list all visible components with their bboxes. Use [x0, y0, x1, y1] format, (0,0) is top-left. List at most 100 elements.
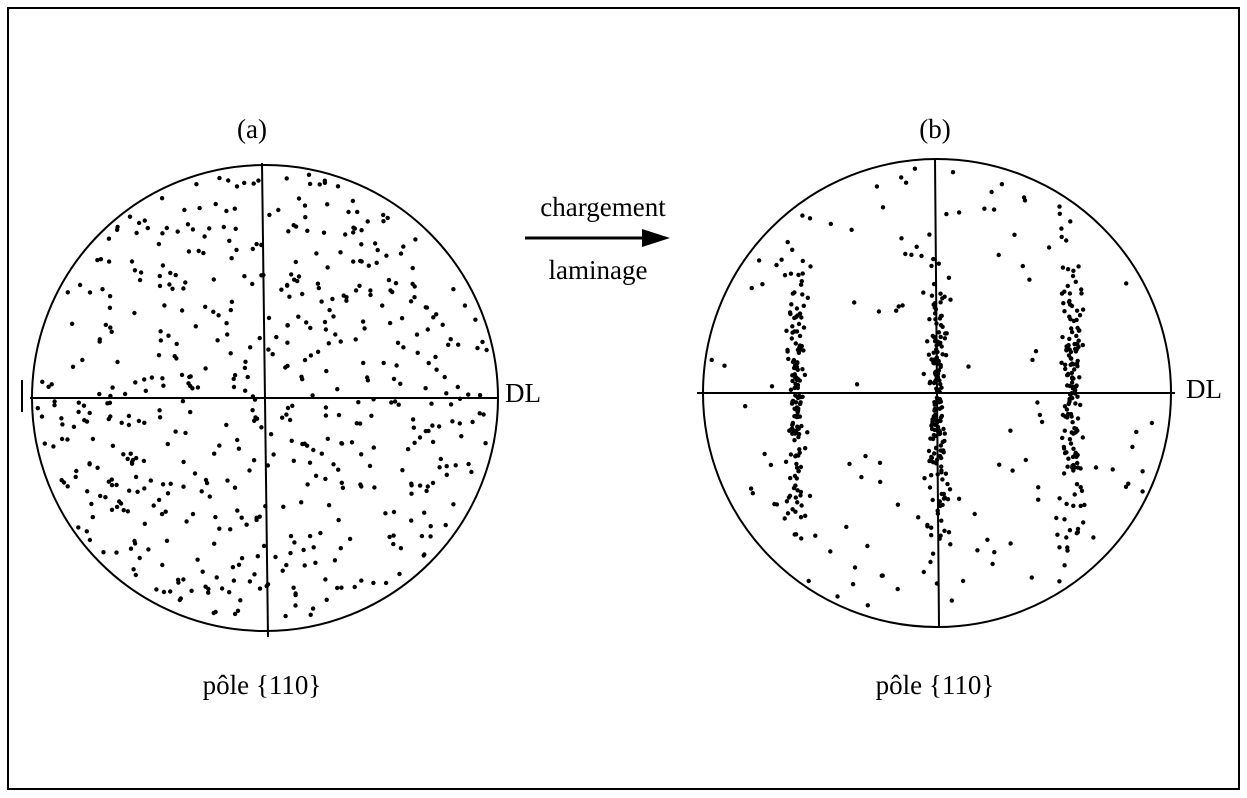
- pole-dot: [235, 437, 240, 443]
- pole-dot: [1080, 307, 1086, 312]
- pole-dot: [1074, 317, 1079, 323]
- pole-dot: [807, 216, 813, 221]
- pole-dot: [310, 606, 316, 611]
- pole-dot: [302, 563, 307, 568]
- pole-dot: [204, 480, 210, 486]
- pole-dot: [413, 237, 418, 242]
- pole-dot: [799, 503, 804, 508]
- pole-dot: [803, 446, 808, 451]
- pole-dot: [1062, 309, 1067, 314]
- axis-v-a: [261, 162, 269, 638]
- pole-dot: [1074, 482, 1080, 487]
- pole-dot: [1066, 353, 1072, 358]
- pole-dot: [1074, 308, 1080, 313]
- pole-dot: [159, 511, 165, 517]
- pole-dot: [228, 307, 233, 313]
- pole-dot: [119, 420, 124, 425]
- pole-dot: [996, 252, 1001, 258]
- pole-dot: [243, 359, 248, 364]
- pole-dot: [130, 457, 136, 463]
- pole-dot: [1065, 267, 1071, 272]
- pole-dot: [798, 464, 804, 470]
- pole-dot: [49, 382, 54, 387]
- pole-dot: [926, 448, 932, 454]
- pole-dot: [126, 413, 132, 419]
- pole-dot: [167, 282, 172, 287]
- pole-dot: [359, 259, 364, 264]
- pole-dot: [849, 227, 854, 232]
- pole-dot: [392, 399, 398, 404]
- pole-dot: [481, 412, 486, 417]
- pole-dot: [880, 205, 886, 210]
- pole-dot: [462, 303, 468, 308]
- pole-dot: [251, 181, 256, 186]
- pole-dot: [943, 331, 948, 336]
- pole-dot: [232, 206, 237, 211]
- pole-dot: [226, 178, 231, 183]
- pole-dot: [383, 580, 389, 586]
- pole-dot: [931, 414, 936, 419]
- pole-dot: [788, 311, 793, 317]
- pole-dot: [361, 360, 366, 366]
- pole-dot: [457, 421, 462, 426]
- pole-dot: [1067, 314, 1072, 319]
- pole-dot: [929, 533, 934, 538]
- pole-dot: [173, 272, 178, 278]
- pole-dot: [107, 305, 113, 310]
- pole-dot: [939, 385, 944, 390]
- pole-dot: [110, 385, 115, 390]
- pole-dot: [796, 272, 801, 278]
- pole-dot: [899, 175, 904, 180]
- pole-dot: [87, 410, 92, 416]
- pole-dot: [59, 436, 65, 442]
- pole-dot: [325, 436, 330, 441]
- pole-dot: [437, 465, 442, 470]
- pole-dot: [1075, 452, 1080, 458]
- pole-dot: [791, 357, 797, 363]
- pole-dot: [231, 384, 237, 390]
- pole-dot: [448, 402, 454, 407]
- pole-dot: [1072, 346, 1078, 352]
- pole-dot: [121, 508, 126, 513]
- pole-dot: [430, 439, 436, 445]
- pole-dot: [1067, 298, 1072, 304]
- pole-dot: [863, 453, 868, 459]
- pole-dot: [401, 244, 406, 249]
- pole-dot: [793, 400, 799, 405]
- pole-dot: [912, 166, 918, 171]
- pole-dot: [128, 451, 133, 456]
- pole-dot: [227, 238, 232, 243]
- pole-dot: [157, 408, 162, 413]
- pole-dot: [760, 282, 765, 287]
- pole-dot: [795, 360, 800, 366]
- pole-dot: [927, 485, 933, 490]
- pole-dot: [1075, 364, 1080, 369]
- pole-dot: [109, 507, 115, 512]
- pole-dot: [368, 292, 373, 298]
- pole-dot: [323, 476, 328, 482]
- pole-dot: [136, 220, 142, 226]
- pole-dot: [1061, 471, 1067, 476]
- pole-dot: [785, 511, 791, 516]
- pole-dot: [366, 263, 371, 268]
- pole-dot: [225, 332, 230, 337]
- pole-dot: [344, 298, 349, 303]
- pole-dot: [181, 286, 186, 291]
- pole-dot: [799, 536, 804, 541]
- pole-dot: [158, 338, 163, 343]
- pole-dot: [790, 507, 795, 512]
- pole-dot: [352, 584, 357, 590]
- pole-dot: [196, 248, 201, 254]
- pole-dot: [276, 207, 281, 213]
- pole-dot: [321, 230, 327, 235]
- pole-dot: [80, 357, 85, 363]
- pole-dot: [1074, 333, 1079, 339]
- pole-dot: [311, 545, 316, 550]
- pole-dot: [318, 530, 323, 536]
- pole-dot: [997, 462, 1002, 467]
- pole-dot: [350, 198, 356, 204]
- pole-dot: [224, 422, 229, 428]
- pole-dot: [213, 514, 218, 520]
- pole-dot: [947, 487, 953, 492]
- pole-dot: [433, 354, 438, 360]
